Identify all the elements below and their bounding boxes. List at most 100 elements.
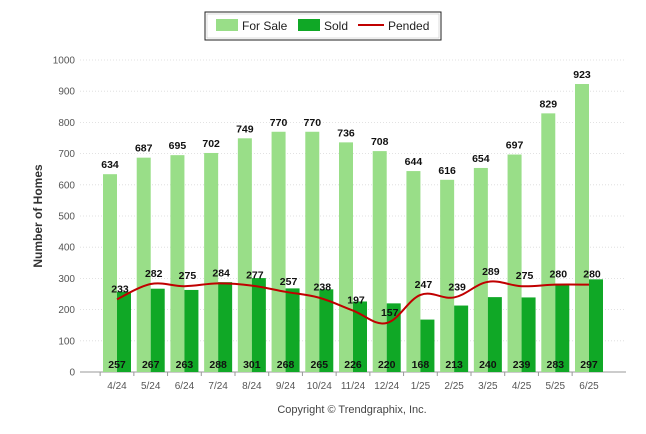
label-sold: 288 xyxy=(209,359,227,371)
bar-sold xyxy=(319,289,334,372)
bar-for-sale xyxy=(406,171,421,372)
label-pended: 197 xyxy=(347,295,365,307)
label-sold: 263 xyxy=(176,359,194,371)
legend-label-pended: Pended xyxy=(388,19,429,33)
bar-for-sale xyxy=(136,157,151,372)
legend-label-for-sale: For Sale xyxy=(242,19,288,33)
bar-for-sale xyxy=(507,154,522,372)
x-tick-label: 7/24 xyxy=(208,381,228,392)
y-tick-label: 0 xyxy=(69,368,75,379)
label-for-sale: 697 xyxy=(506,140,524,152)
value-labels: 634 257 687 267 695 263 702 288 749 301 770 268 770 2… xyxy=(101,69,601,371)
label-pended: 238 xyxy=(314,282,332,294)
y-tick-label: 400 xyxy=(58,243,75,254)
legend-label-sold: Sold xyxy=(324,19,348,33)
bar-sold xyxy=(184,289,199,372)
legend-swatch-for-sale xyxy=(216,19,238,31)
label-pended: 284 xyxy=(212,267,230,279)
y-tick-label: 900 xyxy=(58,87,75,98)
label-sold: 283 xyxy=(547,359,565,371)
label-pended: 239 xyxy=(448,281,466,293)
label-pended: 289 xyxy=(482,266,500,278)
x-tick-label: 4/24 xyxy=(107,381,127,392)
x-tick-label: 12/24 xyxy=(374,381,399,392)
x-tick-label: 2/25 xyxy=(444,381,464,392)
y-axis-ticks: 0 100 200 300 400 500 600 700 800 900 1000 xyxy=(53,56,76,379)
y-tick-label: 200 xyxy=(58,305,75,316)
bar-sold xyxy=(150,288,165,372)
label-sold: 301 xyxy=(243,359,261,371)
copyright-text: Copyright © Trendgraphix, Inc. xyxy=(277,404,426,416)
label-sold: 213 xyxy=(445,359,463,371)
bar-for-sale xyxy=(440,179,455,372)
y-axis-title: Number of Homes xyxy=(31,164,45,268)
label-pended: 247 xyxy=(415,279,433,291)
bar-sold xyxy=(487,297,502,372)
bar-for-sale xyxy=(305,131,320,372)
label-for-sale: 736 xyxy=(337,127,355,139)
y-tick-label: 1000 xyxy=(53,56,76,67)
label-sold: 297 xyxy=(580,359,598,371)
y-tick-label: 500 xyxy=(58,212,75,223)
label-for-sale: 634 xyxy=(101,159,119,171)
x-tick-label: 3/25 xyxy=(478,381,498,392)
bar-sold xyxy=(218,282,233,372)
y-tick-label: 100 xyxy=(58,336,75,347)
x-axis-ticks: 4/24 5/24 6/24 7/24 8/24 9/24 10/24 11/24 12/24 1… xyxy=(99,372,599,392)
bar-sold xyxy=(555,283,570,372)
label-sold: 268 xyxy=(277,359,295,371)
bar-for-sale xyxy=(541,113,556,373)
label-for-sale: 708 xyxy=(371,136,389,148)
x-tick-label: 8/24 xyxy=(242,381,262,392)
label-sold: 226 xyxy=(344,359,362,371)
label-for-sale: 695 xyxy=(169,140,187,152)
label-for-sale: 644 xyxy=(405,156,423,168)
label-for-sale: 770 xyxy=(304,117,322,129)
bar-for-sale xyxy=(575,84,589,373)
bar-sold xyxy=(420,319,435,372)
bar-for-sale xyxy=(372,151,387,372)
x-tick-label: 5/25 xyxy=(546,381,566,392)
label-for-sale: 770 xyxy=(270,117,288,129)
label-sold: 267 xyxy=(142,359,160,371)
bars xyxy=(103,84,603,373)
label-sold: 239 xyxy=(513,359,531,371)
legend-swatch-sold xyxy=(298,19,320,31)
y-tick-label: 700 xyxy=(58,149,75,160)
label-for-sale: 829 xyxy=(540,98,558,110)
label-pended: 233 xyxy=(111,283,129,295)
label-for-sale: 616 xyxy=(438,165,456,177)
bar-for-sale xyxy=(237,138,252,372)
bar-for-sale xyxy=(473,167,488,372)
x-tick-label: 4/25 xyxy=(512,381,532,392)
label-pended: 257 xyxy=(280,276,298,288)
label-sold: 220 xyxy=(378,359,396,371)
y-tick-label: 600 xyxy=(58,180,75,191)
label-for-sale: 923 xyxy=(573,69,591,81)
bar-for-sale xyxy=(170,155,185,372)
bar-sold xyxy=(285,288,300,372)
label-for-sale: 687 xyxy=(135,143,153,155)
bar-sold xyxy=(251,278,266,372)
label-pended: 280 xyxy=(583,269,601,281)
x-tick-label: 6/25 xyxy=(579,381,599,392)
bar-sold xyxy=(589,279,603,372)
pended-line-layer xyxy=(116,280,590,325)
x-tick-label: 5/24 xyxy=(141,381,161,392)
label-sold: 257 xyxy=(108,359,126,371)
label-sold: 265 xyxy=(311,359,329,371)
label-pended: 157 xyxy=(381,307,399,319)
x-tick-label: 9/24 xyxy=(276,381,296,392)
bar-sold xyxy=(454,305,469,372)
x-tick-label: 6/24 xyxy=(175,381,195,392)
label-sold: 168 xyxy=(412,359,430,371)
label-sold: 240 xyxy=(479,359,497,371)
label-pended: 275 xyxy=(179,270,197,282)
y-tick-label: 800 xyxy=(58,118,75,129)
bar-for-sale xyxy=(103,174,117,372)
bar-for-sale xyxy=(204,152,219,372)
label-pended: 277 xyxy=(246,270,264,282)
y-tick-label: 300 xyxy=(58,274,75,285)
